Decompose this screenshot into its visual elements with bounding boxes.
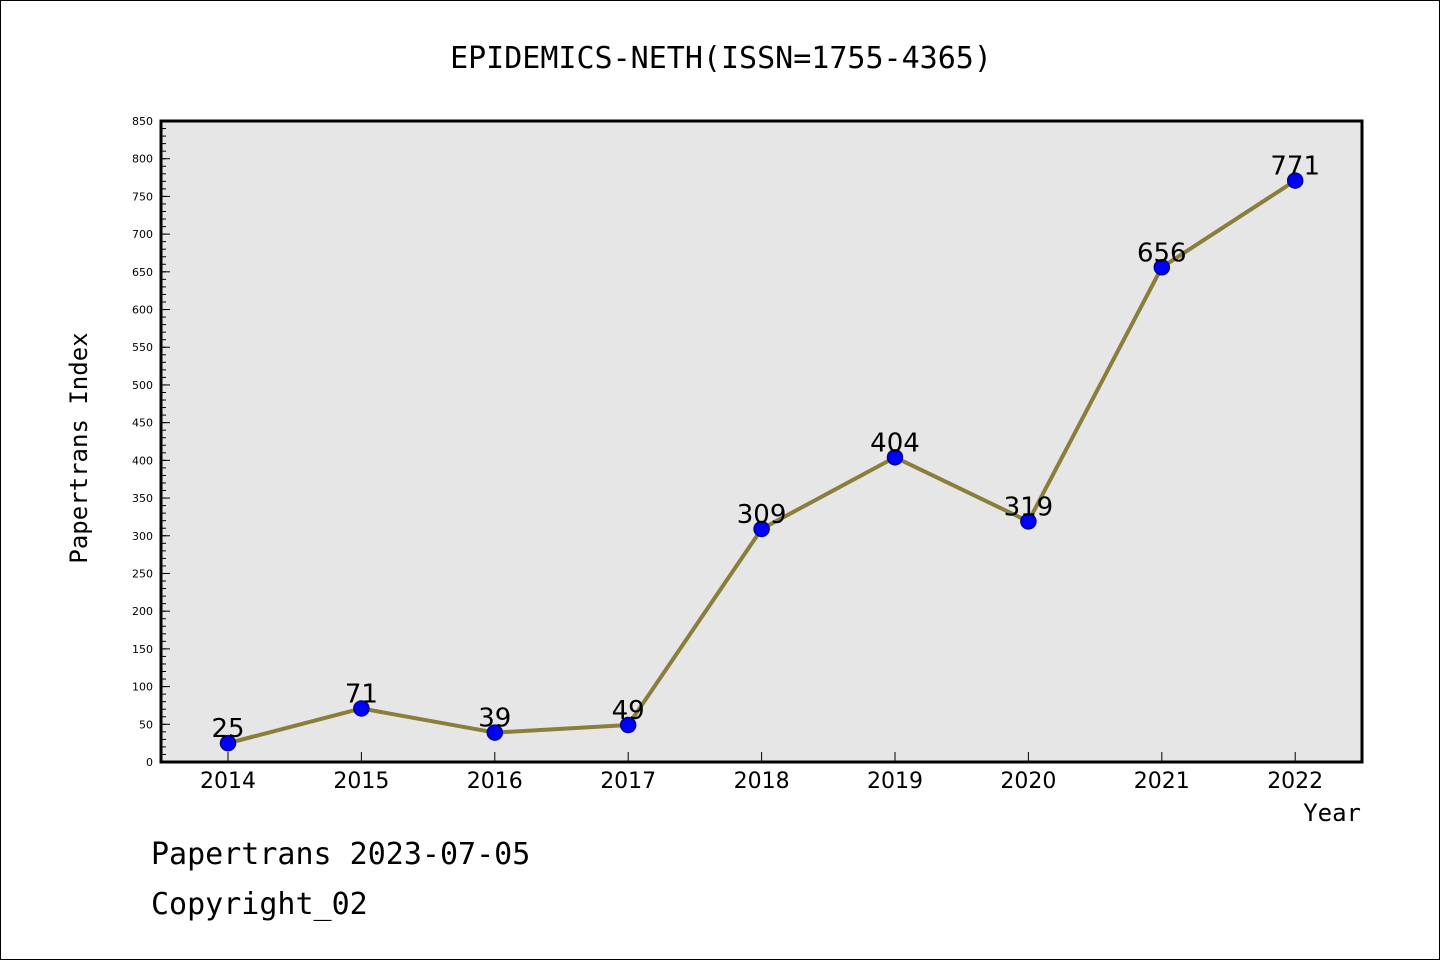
copyright-text: Copyright_02 — [151, 887, 368, 922]
y-tick-label: 800 — [132, 153, 153, 166]
y-tick-label: 400 — [132, 454, 153, 467]
x-axis-label: Year — [1303, 799, 1361, 827]
y-tick-label: 100 — [132, 681, 153, 694]
data-label: 71 — [345, 679, 378, 709]
x-tick-label: 2018 — [734, 769, 790, 794]
data-labels: 25 71 39 49 309 404 319 656 771 — [211, 152, 1320, 745]
y-tick-label: 350 — [132, 492, 153, 505]
y-tick-label: 250 — [132, 567, 153, 580]
data-label: 656 — [1137, 238, 1187, 268]
y-tick-label: 600 — [132, 304, 153, 317]
y-tick-label: 200 — [132, 605, 153, 618]
data-label: 25 — [211, 714, 244, 744]
y-tick-label: 550 — [132, 341, 153, 354]
x-tick-label: 2016 — [467, 769, 523, 794]
y-tick-label: 150 — [132, 643, 153, 656]
chart-title: EPIDEMICS-NETH(ISSN=1755-4365) — [450, 41, 992, 76]
data-label: 49 — [612, 696, 645, 726]
y-tick-label: 500 — [132, 379, 153, 392]
y-tick-label: 300 — [132, 530, 153, 543]
x-tick-label: 2019 — [867, 769, 923, 794]
y-tick-label: 650 — [132, 266, 153, 279]
data-label: 39 — [478, 704, 511, 734]
data-point — [753, 520, 770, 538]
y-tick-label: 850 — [132, 115, 153, 128]
y-tick-label: 750 — [132, 190, 153, 203]
plot-area — [159, 119, 1364, 764]
data-points — [219, 172, 1304, 752]
data-label: 771 — [1270, 152, 1320, 182]
data-label: 319 — [1004, 492, 1054, 522]
data-point — [219, 734, 237, 752]
x-axis: 2014 2015 2016 2017 2018 2019 2020 2021 2022 — [200, 752, 1323, 794]
data-point — [886, 449, 904, 466]
x-tick-label: 2015 — [333, 769, 389, 794]
y-tick-label: 50 — [139, 718, 153, 731]
data-point — [486, 724, 504, 741]
source-date-text: Papertrans 2023-07-05 — [151, 837, 531, 872]
x-tick-label: 2022 — [1267, 769, 1323, 794]
y-tick-label: 0 — [146, 756, 153, 769]
x-tick-label: 2021 — [1134, 769, 1190, 794]
x-tick-label: 2020 — [1000, 769, 1056, 794]
y-tick-label: 450 — [132, 417, 153, 430]
data-point — [619, 716, 637, 734]
x-tick-label: 2017 — [600, 769, 656, 794]
data-point — [353, 700, 370, 717]
data-point — [1153, 259, 1171, 276]
y-axis: 0 50 100 150 200 250 300 350 400 450 500 550 600 650 7… — [132, 115, 170, 769]
y-axis-label: Papertrans Index — [65, 332, 93, 563]
data-label: 404 — [870, 428, 920, 458]
data-point — [1286, 172, 1304, 189]
x-tick-label: 2014 — [200, 769, 256, 794]
y-tick-label: 700 — [132, 228, 153, 241]
data-point — [1020, 513, 1037, 530]
data-label: 309 — [737, 500, 787, 530]
